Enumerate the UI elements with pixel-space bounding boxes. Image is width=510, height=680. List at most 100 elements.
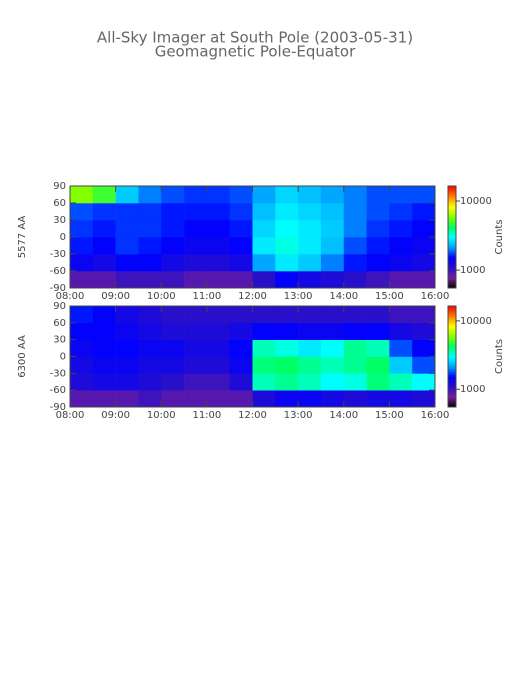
heat-cell [366,390,390,408]
x-tick-label: 11:00 [192,410,221,421]
colorbar-swatch [448,368,456,372]
colorbar-swatch [448,312,456,315]
heat-cell [229,339,253,357]
heat-cell [115,306,139,324]
heat-cell [115,390,139,408]
x-tick-label: 08:00 [56,410,85,421]
colorbar-swatch [448,265,456,268]
heat-cell [138,356,162,374]
heat-cell [138,186,162,204]
heat-cell [206,271,230,289]
heat-cell [184,356,208,374]
y-tick-label: 0 [60,232,66,243]
heat-cell [184,322,208,340]
heat-cell [366,322,390,340]
heat-cell [275,254,299,272]
heat-cell [343,271,367,289]
colorbar-swatch [448,263,456,266]
colorbar-swatch [448,378,456,382]
colorbar-swatch [448,320,456,323]
heat-cell [275,271,299,289]
heat-cell [343,322,367,340]
chart-subtitle: Geomagnetic Pole-Equator [155,43,356,61]
colorbar-swatch [448,269,456,273]
colorbar-swatch [448,230,456,234]
colorbar-swatch [448,396,456,400]
y-tick-label: -60 [50,385,66,396]
colorbar-swatch [448,324,456,327]
colorbar-swatch [448,285,456,289]
heat-cell [161,203,185,221]
heat-cell [320,254,345,272]
heat-cell [229,306,253,324]
heat-cell [389,373,413,391]
heat-cell [252,254,276,272]
heat-cell [206,306,230,324]
x-tick-label: 15:00 [375,410,404,421]
heat-cell [115,339,139,357]
heat-cell [320,220,345,238]
heat-cell [161,373,185,391]
heat-cell [343,339,367,357]
heat-cell [298,356,322,374]
heat-cell [161,237,185,255]
colorbar-swatch [448,281,456,285]
colorbar-swatch [448,328,456,331]
colorbar-swatch [448,206,456,209]
heat-cell [389,322,413,340]
heat-cell [138,339,162,357]
heat-cell [412,254,436,272]
heat-cell [70,306,94,324]
heat-cell [366,373,390,391]
heat-cell [389,186,413,204]
heat-cell [320,322,345,340]
heat-cell [366,271,390,289]
heat-cell [70,237,94,255]
heat-cell [275,203,299,221]
heat-cell [161,186,185,204]
colorbar-swatch [448,336,456,339]
colorbar-swatch [448,196,456,199]
heat-cell [275,237,299,255]
heat-cell [343,220,367,238]
heat-cell [320,373,345,391]
heat-cell [366,254,390,272]
colorbar-swatch [448,322,456,325]
heat-cell [206,254,230,272]
heat-cell [115,271,139,289]
colorbar-swatch [448,398,456,402]
colorbar-swatch [448,314,456,317]
heat-cell [161,356,185,374]
colorbar-tick-label: 10000 [460,316,492,327]
colorbar-swatch [448,190,456,193]
colorbar-swatch [448,338,456,341]
colorbar-swatch [448,283,456,287]
colorbar-swatch [448,386,456,390]
heat-cell [366,203,390,221]
heat-cell [389,254,413,272]
heat-cell [115,237,139,255]
colorbar-swatch [448,308,456,311]
heat-cell [115,220,139,238]
heat-cell [275,322,299,340]
colorbar-swatch [448,326,456,329]
heat-cell [70,254,94,272]
heat-cell [366,356,390,374]
heat-cell [412,322,436,340]
heat-cell [275,356,299,374]
colorbar-swatch [448,350,456,353]
x-tick-label: 11:00 [192,291,221,302]
x-tick-label: 09:00 [101,410,130,421]
heat-cell [320,390,345,408]
colorbar-swatch [448,202,456,205]
heat-cell [92,186,116,204]
colorbar-swatch [448,218,456,222]
colorbar-swatch [448,332,456,335]
heat-cell [161,271,185,289]
y-tick-label: 60 [53,198,66,209]
colorbar-swatch [448,241,456,244]
colorbar-swatch [448,372,456,376]
heat-cell [412,271,436,289]
heat-cell [184,390,208,408]
